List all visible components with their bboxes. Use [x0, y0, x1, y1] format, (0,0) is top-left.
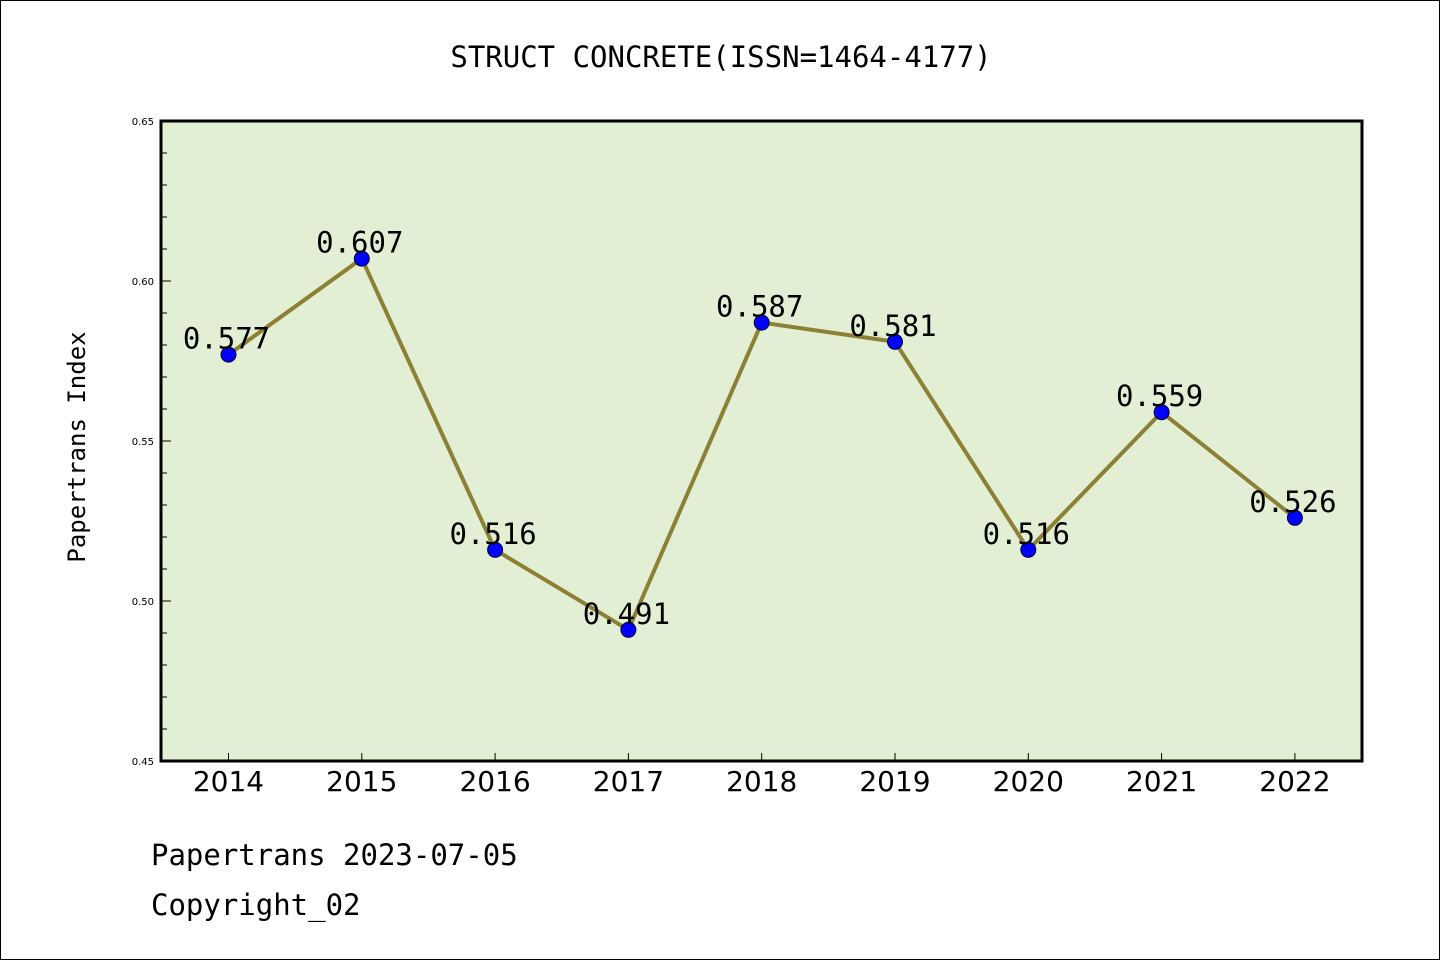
x-tick-label: 2016: [459, 765, 530, 798]
y-tick-label: 0.65: [132, 117, 154, 128]
data-label: 0.526: [1249, 485, 1336, 519]
data-point-2020: [1020, 541, 1037, 558]
x-tick-label: 2015: [326, 765, 397, 798]
footer-copyright-text: Copyright_02: [151, 888, 361, 923]
data-label: 0.581: [849, 309, 936, 343]
footer-date-text: Papertrans 2023-07-05: [151, 838, 518, 872]
x-axis: 2014 2015 2016 2017 2018 2019 2020 2021 2022: [193, 753, 1331, 798]
data-point-2014: [220, 346, 237, 363]
x-tick-label: 2020: [993, 765, 1064, 798]
data-label: 0.577: [183, 322, 270, 356]
data-point-2015: [353, 250, 370, 267]
data-point-2016: [487, 541, 504, 558]
plot-border: [159, 119, 1364, 763]
x-tick-label: 2022: [1259, 765, 1330, 798]
plot-area: [161, 121, 1362, 761]
x-tick-label: 2017: [593, 765, 664, 798]
marker-group: [220, 250, 1303, 638]
data-label: 0.516: [449, 517, 536, 551]
data-label: 0.491: [583, 597, 670, 631]
y-tick-label: 0.45: [132, 757, 154, 768]
data-label: 0.559: [1116, 379, 1203, 413]
data-point-2019: [887, 333, 903, 350]
y-tick-label: 0.60: [132, 277, 154, 288]
y-tick-label: 0.50: [132, 597, 154, 608]
chart-title: STRUCT CONCRETE(ISSN=1464-4177): [450, 40, 991, 74]
data-label: 0.516: [983, 517, 1070, 551]
data-point-2018: [753, 314, 770, 331]
y-tick-label: 0.55: [132, 437, 154, 448]
data-point-2021: [1153, 404, 1170, 421]
data-label-group: 0.577 0.607 0.516 0.491 0.587 0.581 0.516 0.559…: [183, 226, 1337, 631]
data-label: 0.607: [316, 226, 403, 260]
y-axis-label: Papertrans Index: [63, 331, 91, 562]
data-point-2017: [620, 621, 637, 638]
x-tick-label: 2014: [193, 765, 264, 798]
data-label: 0.587: [716, 290, 803, 324]
x-tick-label: 2018: [726, 765, 797, 798]
x-tick-label: 2021: [1126, 765, 1197, 798]
data-point-2022: [1286, 509, 1303, 526]
x-tick-label: 2019: [859, 765, 930, 798]
